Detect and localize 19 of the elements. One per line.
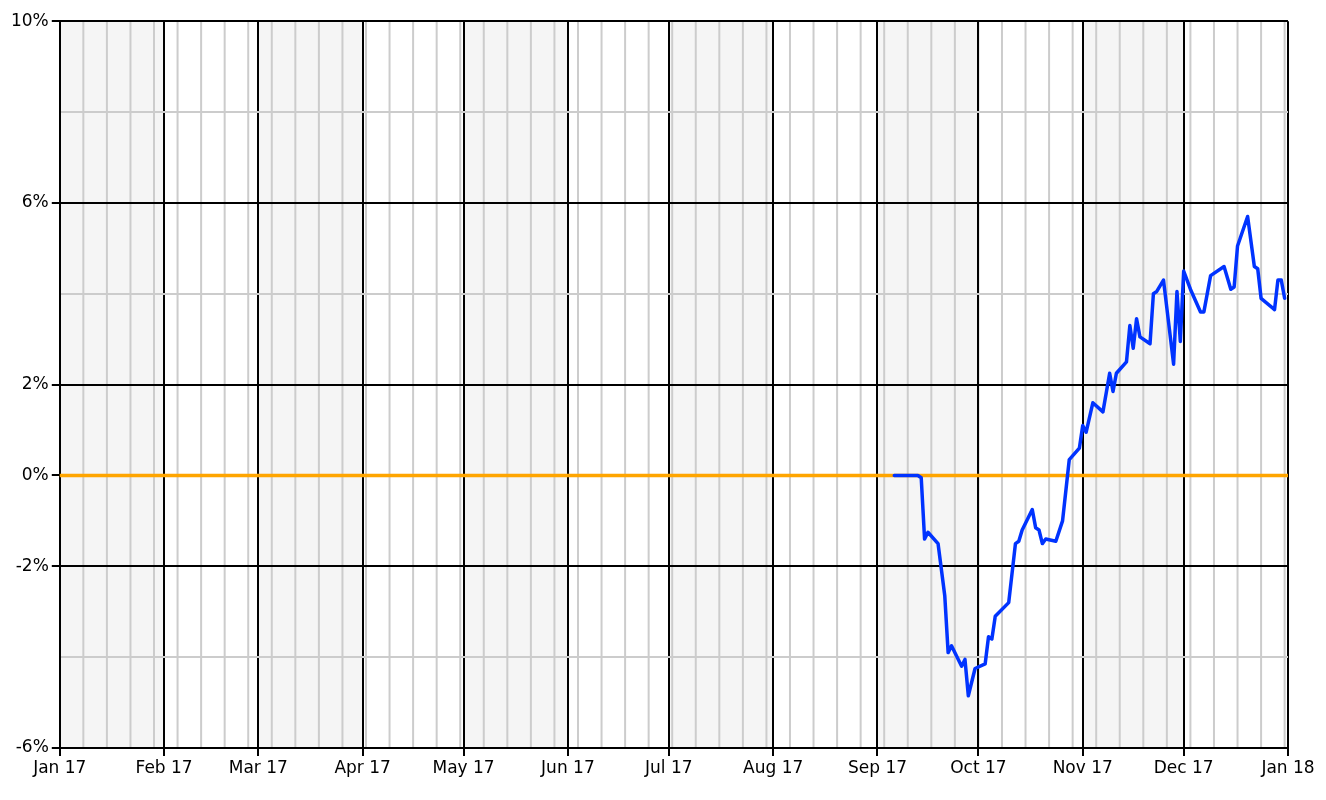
x-tick-label: Feb 17 bbox=[135, 756, 193, 777]
y-tick-label: -2% bbox=[15, 554, 49, 575]
y-tick-label: 2% bbox=[21, 373, 49, 394]
y-tick-label: 6% bbox=[21, 191, 49, 212]
x-tick-label: Mar 17 bbox=[228, 756, 288, 777]
x-tick-label: Jun 17 bbox=[540, 756, 595, 777]
x-tick-label: Jan 17 bbox=[32, 756, 87, 777]
x-tick-label: Jul 17 bbox=[644, 756, 693, 777]
x-tick-label: Dec 17 bbox=[1153, 756, 1214, 777]
x-tick-label: Apr 17 bbox=[334, 756, 391, 777]
x-tick-label: Jan 18 bbox=[1260, 756, 1315, 777]
x-tick-label: Aug 17 bbox=[743, 756, 804, 777]
y-tick-label: -6% bbox=[15, 736, 49, 757]
x-tick-label: May 17 bbox=[432, 756, 495, 777]
x-tick-label: Nov 17 bbox=[1052, 756, 1113, 777]
x-tick-label: Oct 17 bbox=[950, 756, 1007, 777]
x-tick-label: Sep 17 bbox=[847, 756, 908, 777]
y-tick-label: 10% bbox=[10, 9, 49, 30]
y-tick-label: 0% bbox=[21, 463, 49, 484]
